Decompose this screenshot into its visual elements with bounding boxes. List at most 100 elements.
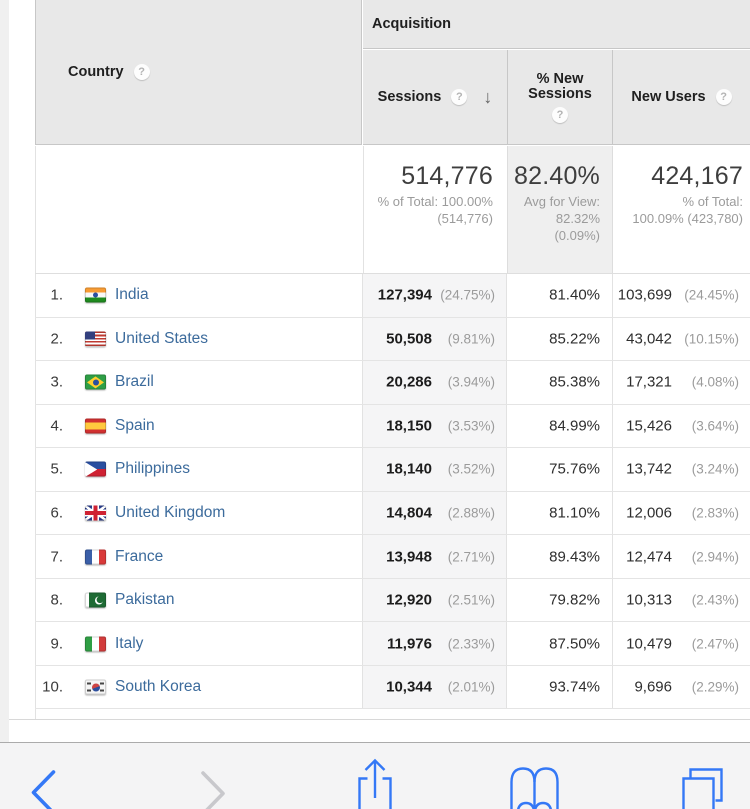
new-sessions-avg-sub3: (0.09%) <box>554 228 600 243</box>
new-sessions-summary-cell: 82.40% Avg for View: 82.32% (0.09%) <box>507 146 612 273</box>
column-header-sessions[interactable]: Sessions ? ↓ <box>363 50 507 145</box>
summary-bottom-border <box>35 273 750 274</box>
country-link[interactable]: India <box>115 286 149 304</box>
country-link[interactable]: Brazil <box>115 373 154 391</box>
help-icon[interactable]: ? <box>133 64 150 80</box>
table-body: 1. India 127,394 (24.75%) 81.40% 103,699… <box>35 274 750 710</box>
new-users-percent: (4.08%) <box>691 374 739 390</box>
sessions-value: 13,948 <box>386 548 432 566</box>
page-background-strip <box>0 0 9 742</box>
help-icon[interactable]: ? <box>715 89 732 105</box>
new-sessions-value: 93.74% <box>549 678 600 696</box>
new-sessions-value: 85.22% <box>549 330 600 348</box>
new-users-percent: (3.24%) <box>691 461 739 477</box>
country-link[interactable]: South Korea <box>115 678 202 696</box>
row-rank: 6. <box>50 504 63 522</box>
new-users-total: 424,167 <box>651 162 743 190</box>
new-users-value: 10,479 <box>626 635 672 653</box>
new-sessions-header-line1: % New <box>536 70 584 87</box>
new-sessions-cell: 93.74% <box>507 666 612 709</box>
sessions-cell: 50,508 (9.81%) <box>362 317 507 361</box>
sessions-percent: (2.51%) <box>447 592 495 608</box>
new-users-percent: (2.83%) <box>691 505 739 521</box>
sessions-percent: (2.88%) <box>447 505 495 521</box>
new-users-value: 43,042 <box>626 330 672 348</box>
new-users-percent: (2.29%) <box>691 679 739 695</box>
row-rank: 5. <box>50 460 63 478</box>
country-link[interactable]: United States <box>115 329 209 347</box>
new-sessions-cell: 87.50% <box>507 622 612 665</box>
country-link[interactable]: Pakistan <box>115 591 175 609</box>
country-link[interactable]: Spain <box>115 416 155 434</box>
new-sessions-value: 84.99% <box>549 417 600 435</box>
new-users-value: 13,742 <box>626 460 672 478</box>
new-users-percent: (2.43%) <box>691 592 739 608</box>
column-header-new-sessions[interactable]: % New Sessions ? <box>507 50 612 145</box>
country-link[interactable]: France <box>115 547 164 565</box>
new-sessions-value: 81.10% <box>549 504 600 522</box>
row-rank: 7. <box>50 548 63 566</box>
new-sessions-value: 75.76% <box>549 460 600 478</box>
column-header-new-users[interactable]: New Users ? <box>612 50 750 145</box>
section-header-acquisition: Acquisition <box>363 0 750 49</box>
country-link[interactable]: United Kingdom <box>115 504 226 521</box>
new-users-percent: (10.15%) <box>684 331 739 347</box>
tabs-button[interactable] <box>675 761 730 809</box>
sessions-total-sub2: (514,776) <box>437 211 493 226</box>
sessions-total-sub1: % of Total: 100.00% <box>377 194 493 209</box>
sessions-cell: 18,140 (3.52%) <box>362 448 507 491</box>
share-button[interactable] <box>345 751 405 809</box>
table-row: 5. Philippines 18,140 (3.52%) 75.76% 13,… <box>35 448 750 492</box>
browser-toolbar <box>0 742 750 809</box>
new-sessions-value: 79.82% <box>549 591 600 609</box>
sessions-value: 11,976 <box>386 635 432 653</box>
flag-spain-icon <box>85 418 106 434</box>
table-row: 8. Pakistan 12,920 (2.51%) 79.82% 10,313… <box>35 578 750 623</box>
sessions-value: 50,508 <box>386 330 432 348</box>
new-users-value: 9,696 <box>634 678 672 696</box>
row-rank: 3. <box>50 373 63 391</box>
new-sessions-cell: 85.22% <box>507 318 612 361</box>
sessions-percent: (3.94%) <box>447 374 495 390</box>
country-link[interactable]: Italy <box>115 634 144 652</box>
share-icon <box>358 758 392 809</box>
new-sessions-avg: 82.40% <box>514 162 600 190</box>
new-sessions-value: 85.38% <box>549 373 600 391</box>
country-link[interactable]: Philippines <box>115 460 190 478</box>
new-users-cell: 103,699 (24.45%) <box>612 274 750 317</box>
horizontal-scrollbar-track[interactable] <box>9 720 750 742</box>
table-bottom-border <box>9 719 750 720</box>
new-users-cell: 17,321 (4.08%) <box>612 361 750 404</box>
flag-italy-icon <box>85 636 106 652</box>
help-icon[interactable]: ? <box>451 89 468 105</box>
forward-button[interactable] <box>185 756 240 809</box>
new-sessions-value: 89.43% <box>549 548 600 566</box>
back-button[interactable] <box>20 756 75 809</box>
row-rank: 4. <box>50 417 63 435</box>
new-users-header-label: New Users <box>631 89 706 105</box>
column-header-country[interactable]: Country ? <box>35 0 362 145</box>
row-rank: 10. <box>42 678 63 696</box>
sessions-total: 514,776 <box>401 162 493 190</box>
new-sessions-value: 81.40% <box>549 286 600 304</box>
bookmarks-book-icon <box>510 767 559 809</box>
sessions-value: 12,920 <box>386 591 432 609</box>
flag-philippines-icon <box>85 461 106 477</box>
sessions-value: 18,140 <box>386 460 432 478</box>
sessions-summary-cell: 514,776 % of Total: 100.00% (514,776) <box>363 146 507 273</box>
table-row: 10. South Korea 10,344 (2.01%) 93.74% 9,… <box>35 665 750 710</box>
bookmarks-button[interactable] <box>500 761 565 809</box>
help-icon[interactable]: ? <box>552 106 568 123</box>
new-sessions-cell: 81.10% <box>507 492 612 535</box>
new-users-value: 103,699 <box>617 286 672 304</box>
new-sessions-cell: 89.43% <box>507 535 612 578</box>
sessions-value: 20,286 <box>386 373 432 391</box>
sessions-value: 14,804 <box>386 504 432 522</box>
flag-france-icon <box>85 549 106 565</box>
new-users-summary-cell: 424,167 % of Total: 100.09% (423,780) <box>612 146 750 273</box>
new-users-percent: (24.45%) <box>684 287 739 303</box>
table-left-border <box>35 146 36 720</box>
table-row: 2. United States 50,508 (9.81%) 85.22% 4… <box>35 317 750 362</box>
forward-chevron-icon <box>201 771 225 809</box>
new-users-cell: 10,479 (2.47%) <box>612 622 750 665</box>
